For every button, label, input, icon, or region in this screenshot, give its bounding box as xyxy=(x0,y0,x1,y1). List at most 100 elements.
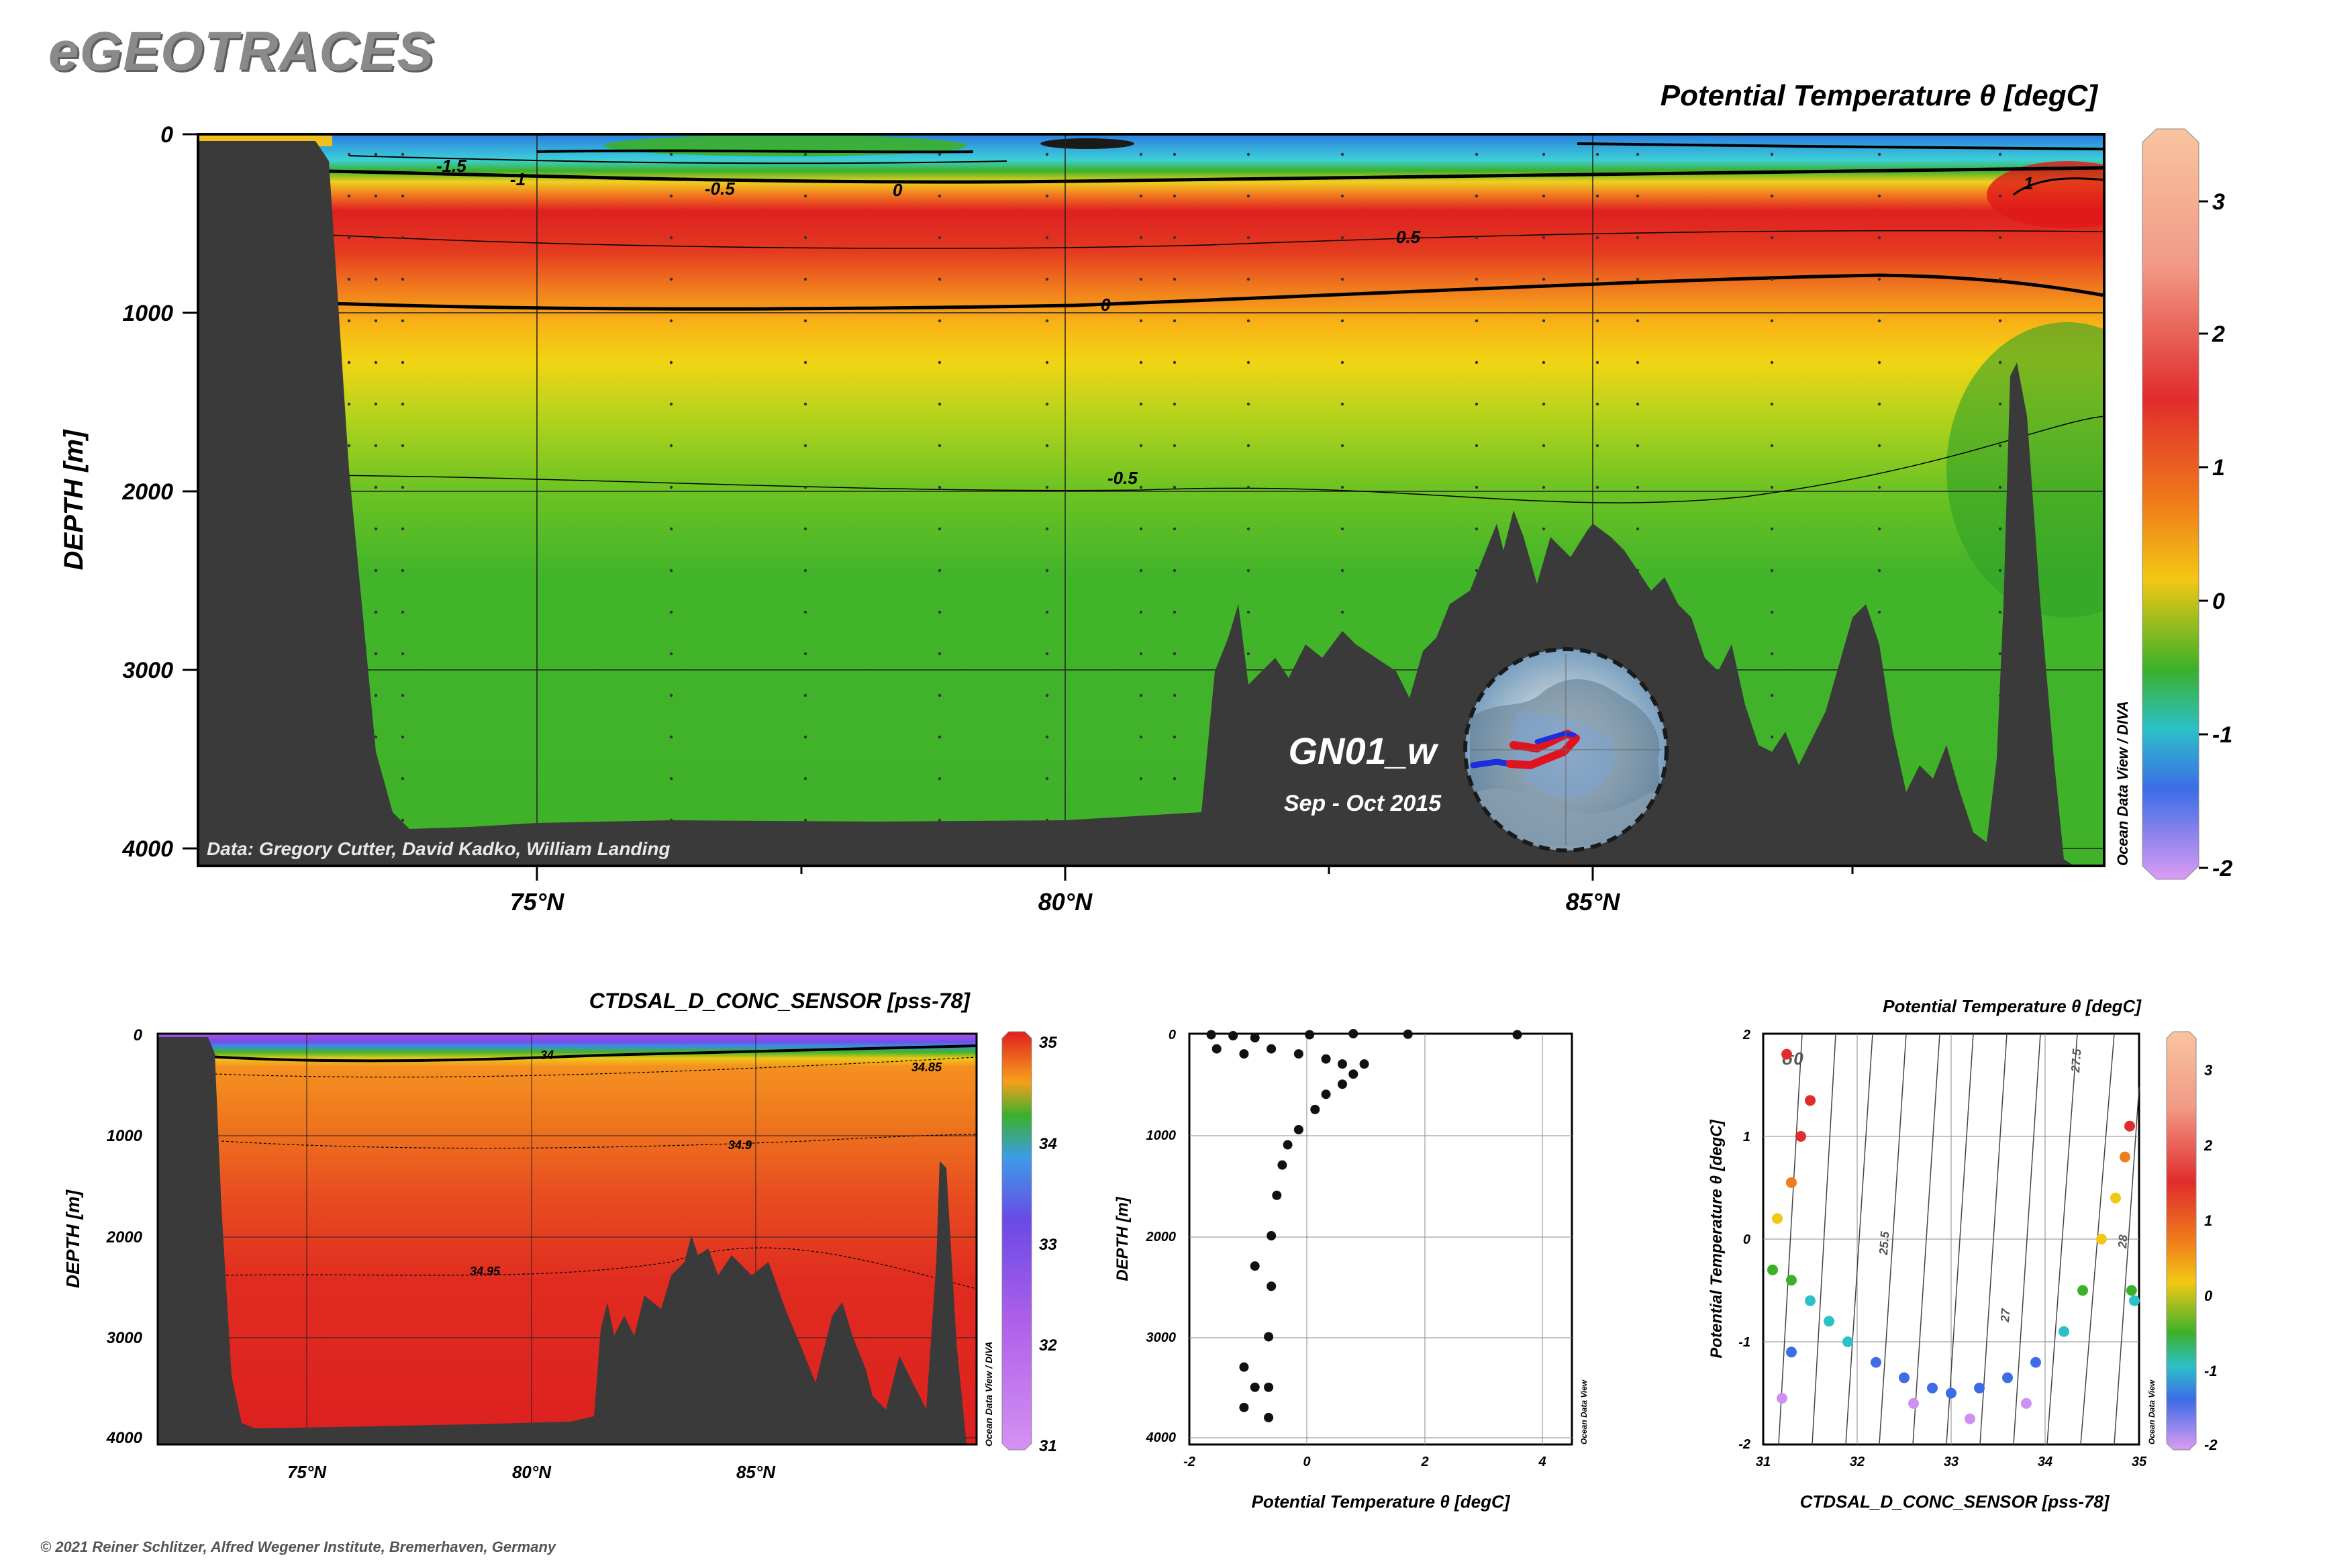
ts-point xyxy=(1899,1372,1910,1383)
station-sample xyxy=(1770,569,1774,573)
profile-point xyxy=(1267,1281,1277,1291)
station-sample xyxy=(938,152,942,156)
station-sample xyxy=(1998,319,2002,323)
ts-colorbar-ticks: 3 2 1 0 -1 -2 xyxy=(2204,1062,2218,1453)
profile-point xyxy=(1264,1332,1274,1342)
station-sample xyxy=(1173,402,1177,406)
ts-point xyxy=(1824,1316,1834,1327)
station-sample xyxy=(1045,485,1049,489)
station-sample xyxy=(1877,610,1881,614)
station-sample xyxy=(1636,319,1640,323)
y-tick: 1000 xyxy=(107,1127,143,1145)
station-sample xyxy=(374,402,378,406)
density-labels: σ0 25.5 27 27.5 28 xyxy=(1782,1048,2130,1323)
station-sample xyxy=(1636,277,1640,281)
station-sample xyxy=(1173,485,1177,489)
station-sample xyxy=(1173,360,1177,364)
station-sample xyxy=(1246,610,1250,614)
station-sample xyxy=(1595,319,1599,323)
station-sample xyxy=(1998,527,2002,531)
station-sample xyxy=(803,152,807,156)
station-sample xyxy=(1770,319,1774,323)
station-sample xyxy=(1542,402,1546,406)
colorbar-tick: 31 xyxy=(1039,1437,1057,1455)
x-tick: 75°N xyxy=(510,888,564,916)
density-label: 28 xyxy=(2116,1234,2130,1249)
y-tick: 1000 xyxy=(1146,1128,1177,1143)
station-sample xyxy=(1139,652,1143,656)
station-sample xyxy=(669,735,673,739)
station-sample xyxy=(1595,402,1599,406)
station-sample xyxy=(1173,194,1177,198)
ts-point xyxy=(1786,1177,1797,1188)
colorbar-tick: 0 xyxy=(2204,1287,2213,1304)
profile-point xyxy=(1293,1124,1303,1134)
station-sample xyxy=(669,527,673,531)
x-tick: 80°N xyxy=(1038,888,1093,916)
station-sample xyxy=(1139,485,1143,489)
station-sample xyxy=(1246,360,1250,364)
station-dots xyxy=(347,152,2002,822)
main-x-ticks: 75°N 80°N 85°N xyxy=(510,888,1620,916)
station-sample xyxy=(938,527,942,531)
ts-point xyxy=(1946,1387,1957,1399)
station-sample xyxy=(1877,444,1881,448)
profile-points xyxy=(1206,1029,1522,1422)
station-sample xyxy=(1475,527,1479,531)
station-sample xyxy=(669,277,673,281)
station-sample xyxy=(938,652,942,656)
x-tick: 75°N xyxy=(287,1462,327,1482)
station-sample xyxy=(347,402,351,406)
profile-point xyxy=(1305,1030,1315,1040)
station-sample xyxy=(1246,527,1250,531)
station-sample xyxy=(1475,485,1479,489)
y-tick: 1 xyxy=(1743,1130,1750,1144)
station-sample xyxy=(938,319,942,323)
station-sample xyxy=(374,569,378,573)
profile-point xyxy=(1228,1031,1238,1041)
colorbar-tick: -2 xyxy=(2212,856,2232,881)
y-tick: 2000 xyxy=(1146,1230,1177,1244)
station-sample xyxy=(1246,152,1250,156)
station-sample xyxy=(1340,152,1344,156)
colorbar-tick: 33 xyxy=(1039,1236,1057,1254)
station-sample xyxy=(1636,152,1640,156)
temperature-section: Potential Temperature θ [degC] xyxy=(59,79,2232,916)
station-sample xyxy=(1595,360,1599,364)
station-sample xyxy=(1045,735,1049,739)
station-sample xyxy=(347,444,351,448)
station-sample xyxy=(1045,777,1049,781)
station-sample xyxy=(669,236,673,240)
station-sample xyxy=(1595,485,1599,489)
station-sample xyxy=(1340,527,1344,531)
station-sample xyxy=(1770,527,1774,531)
y-tick: 3000 xyxy=(1146,1330,1177,1345)
station-sample xyxy=(401,777,405,781)
ts-point xyxy=(1777,1393,1787,1404)
station-sample xyxy=(803,777,807,781)
main-colorbar-ticks: 3 2 1 0 -1 -2 xyxy=(2212,189,2232,881)
station-sample xyxy=(1475,360,1479,364)
ts-points xyxy=(1767,1048,2140,1424)
ts-point xyxy=(2096,1234,2107,1244)
station-sample xyxy=(1173,777,1177,781)
ts-point xyxy=(1927,1382,1938,1393)
station-sample xyxy=(1770,444,1774,448)
station-sample xyxy=(1998,402,2002,406)
station-sample xyxy=(1770,194,1774,198)
x-tick: 2 xyxy=(1420,1455,1428,1469)
contour-label: 34 xyxy=(540,1048,554,1062)
station-sample xyxy=(1340,610,1344,614)
density-label: 27 xyxy=(1998,1308,2012,1323)
colorbar-tick: 34 xyxy=(1039,1135,1057,1153)
x-tick: 85°N xyxy=(1566,888,1620,916)
x-tick: 31 xyxy=(1756,1455,1771,1469)
profile-xlabel: Potential Temperature θ [degC] xyxy=(1252,1491,1511,1512)
station-sample xyxy=(347,277,351,281)
station-sample xyxy=(1139,194,1143,198)
profile-point xyxy=(1338,1059,1347,1069)
ts-point xyxy=(1965,1413,1975,1424)
station-sample xyxy=(401,360,405,364)
station-sample xyxy=(669,152,673,156)
salinity-title: CTDSAL_D_CONC_SENSOR [pss-78] xyxy=(589,989,971,1013)
